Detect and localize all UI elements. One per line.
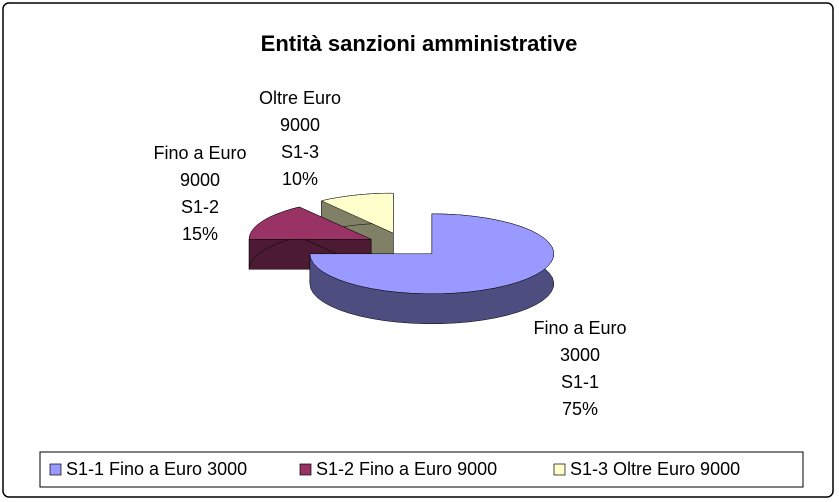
data-label-part: 10% [281,169,319,189]
data-label-part: Fino a Euro 9000 [153,143,247,190]
slice [248,206,372,240]
legend-label: S1-3 Oltre Euro 9000 [570,459,740,479]
legend-label: S1-1 Fino a Euro 3000 [66,459,247,479]
legend-swatch [49,463,62,476]
legend-label: S1-2 Fino a Euro 9000 [316,459,497,479]
legend-swatch [299,463,312,476]
data-label: Fino a Euro 3000 S1-1 75% [525,315,635,423]
data-label-part: 15% [181,224,219,244]
data-label-part: 75% [561,399,599,419]
data-label-part: Oltre Euro 9000 [258,88,342,135]
legend-box [39,451,804,488]
data-label-part: Fino a Euro 3000 [533,318,627,365]
chart-title: Entità sanzioni amministrative [261,31,578,56]
data-label: Fino a Euro 9000 S1-2 15% [145,140,255,248]
data-label-part: S1-1 [560,372,600,392]
data-label-part: S1-2 [180,197,220,217]
legend-swatch [553,463,566,476]
chart-border [2,2,834,498]
slice [320,192,394,234]
data-label-part: S1-3 [280,142,320,162]
slice [309,213,555,295]
data-label: Oltre Euro 9000 S1-3 10% [245,85,355,193]
